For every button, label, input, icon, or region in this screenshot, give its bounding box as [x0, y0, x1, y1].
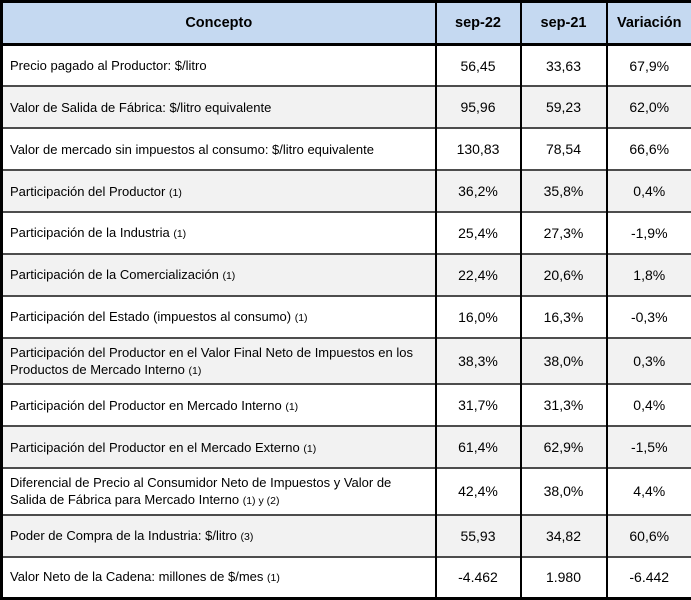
sep22-cell: 55,93 [434, 513, 522, 557]
row-label: Valor Neto de la Cadena: millones de $/m… [10, 569, 264, 585]
sep21-cell: 59,23 [519, 85, 608, 129]
sep22-cell: 38,3% [434, 337, 522, 385]
row-label: Participación del Productor en Mercado I… [10, 397, 282, 413]
footnote-marker: (1) [285, 400, 299, 413]
footnote-marker: (1) y (2) [242, 495, 280, 508]
variacion-cell: 1,8% [605, 253, 691, 297]
table-row: Valor de Salida de Fábrica: $/litro equi… [0, 85, 691, 129]
header-concepto: Concepto [0, 1, 437, 46]
variacion-cell: -1,9% [605, 211, 691, 255]
concepto-cell: Participación del Estado (impuestos al c… [0, 295, 437, 339]
footnote-marker: (1) [188, 365, 202, 378]
footnote-marker: (1) [168, 186, 182, 199]
sep22-cell: 16,0% [434, 295, 522, 339]
concepto-cell: Participación de la Industria (1) [0, 211, 437, 255]
table-row: Participación del Productor en Mercado I… [0, 383, 691, 427]
sep22-cell: 22,4% [434, 253, 522, 297]
sep21-cell: 38,0% [519, 467, 608, 515]
concepto-cell: Valor Neto de la Cadena: millones de $/m… [0, 555, 437, 599]
footnote-marker: (3) [240, 530, 254, 543]
sep21-cell: 78,54 [519, 127, 608, 171]
table-row: Participación de la Comercialización (1)… [0, 253, 691, 297]
concepto-cell: Participación del Productor en Mercado I… [0, 383, 437, 427]
row-label: Poder de Compra de la Industria: $/litro [10, 527, 237, 543]
sep22-cell: 130,83 [434, 127, 522, 171]
table-row: Diferencial de Precio al Consumidor Neto… [0, 467, 691, 515]
footnote-marker: (1) [222, 270, 236, 283]
sep21-cell: 1.980 [519, 555, 608, 599]
table-row: Valor de mercado sin impuestos al consum… [0, 127, 691, 171]
row-label: Valor de Salida de Fábrica: $/litro equi… [10, 99, 272, 115]
footnote-marker: (1) [303, 442, 317, 455]
row-label: Participación del Productor [10, 183, 166, 199]
concepto-cell: Valor de Salida de Fábrica: $/litro equi… [0, 85, 437, 129]
row-label: Precio pagado al Productor: $/litro [10, 57, 207, 73]
concepto-cell: Participación del Productor (1) [0, 169, 437, 213]
variacion-cell: 0,4% [605, 383, 691, 427]
table-row: Valor Neto de la Cadena: millones de $/m… [0, 555, 691, 599]
variacion-cell: -6.442 [605, 555, 691, 599]
sep22-cell: 61,4% [434, 425, 522, 469]
sep22-cell: 31,7% [434, 383, 522, 427]
sep22-cell: 56,45 [434, 43, 522, 87]
row-label: Valor de mercado sin impuestos al consum… [10, 141, 374, 157]
sep21-cell: 33,63 [519, 43, 608, 87]
footnote-marker: (1) [173, 228, 187, 241]
sep22-cell: -4.462 [434, 555, 522, 599]
header-row: Concepto sep-22 sep-21 Variación [0, 1, 691, 46]
sep22-cell: 36,2% [434, 169, 522, 213]
concepto-cell: Participación del Productor en el Mercad… [0, 425, 437, 469]
concepto-cell: Diferencial de Precio al Consumidor Neto… [0, 467, 437, 515]
table-row: Participación del Productor en el Mercad… [0, 425, 691, 469]
row-label: Participación de la Industria [10, 225, 170, 241]
variacion-cell: 66,6% [605, 127, 691, 171]
sep22-cell: 42,4% [434, 467, 522, 515]
footnote-marker: (1) [267, 572, 280, 585]
table-row: Participación del Estado (impuestos al c… [0, 295, 691, 339]
table-row: Poder de Compra de la Industria: $/litro… [0, 513, 691, 557]
header-variacion: Variación [605, 1, 691, 46]
row-label: Participación del Productor en el Mercad… [10, 439, 300, 455]
sep21-cell: 38,0% [519, 337, 608, 385]
row-label: Participación del Productor en el Valor … [10, 344, 413, 378]
concepto-cell: Participación del Productor en el Valor … [0, 337, 437, 385]
variacion-cell: -0,3% [605, 295, 691, 339]
sep22-cell: 25,4% [434, 211, 522, 255]
variacion-cell: 0,4% [605, 169, 691, 213]
sep21-cell: 16,3% [519, 295, 608, 339]
variacion-cell: 67,9% [605, 43, 691, 87]
sep21-cell: 34,82 [519, 513, 608, 557]
sep21-cell: 35,8% [519, 169, 608, 213]
variacion-cell: 0,3% [605, 337, 691, 385]
header-sep21: sep-21 [519, 1, 608, 46]
table-row: Precio pagado al Productor: $/litro 56,45… [0, 43, 691, 87]
footnote-marker: (1) [294, 312, 308, 325]
row-label: Diferencial de Precio al Consumidor Neto… [10, 474, 392, 508]
table-row: Participación del Productor (1) 36,2% 35,8… [0, 169, 691, 213]
variacion-cell: 62,0% [605, 85, 691, 129]
concepto-cell: Participación de la Comercialización (1) [0, 253, 437, 297]
sep21-cell: 31,3% [519, 383, 608, 427]
table-row: Participación del Productor en el Valor … [0, 337, 691, 385]
concepto-cell: Precio pagado al Productor: $/litro [0, 43, 437, 87]
row-label: Participación de la Comercialización [10, 267, 219, 283]
sep21-cell: 27,3% [519, 211, 608, 255]
variacion-cell: 4,4% [605, 467, 691, 515]
table-body: Precio pagado al Productor: $/litro 56,45… [0, 43, 691, 599]
sep21-cell: 62,9% [519, 425, 608, 469]
sep21-cell: 20,6% [519, 253, 608, 297]
concepto-cell: Poder de Compra de la Industria: $/litro… [0, 513, 437, 557]
table-row: Participación de la Industria (1) 25,4% 27… [0, 211, 691, 255]
row-label: Participación del Estado (impuestos al c… [10, 309, 292, 325]
sep22-cell: 95,96 [434, 85, 522, 129]
concepto-cell: Valor de mercado sin impuestos al consum… [0, 127, 437, 171]
variacion-cell: -1,5% [605, 425, 691, 469]
header-sep22: sep-22 [434, 1, 522, 46]
variacion-cell: 60,6% [605, 513, 691, 557]
